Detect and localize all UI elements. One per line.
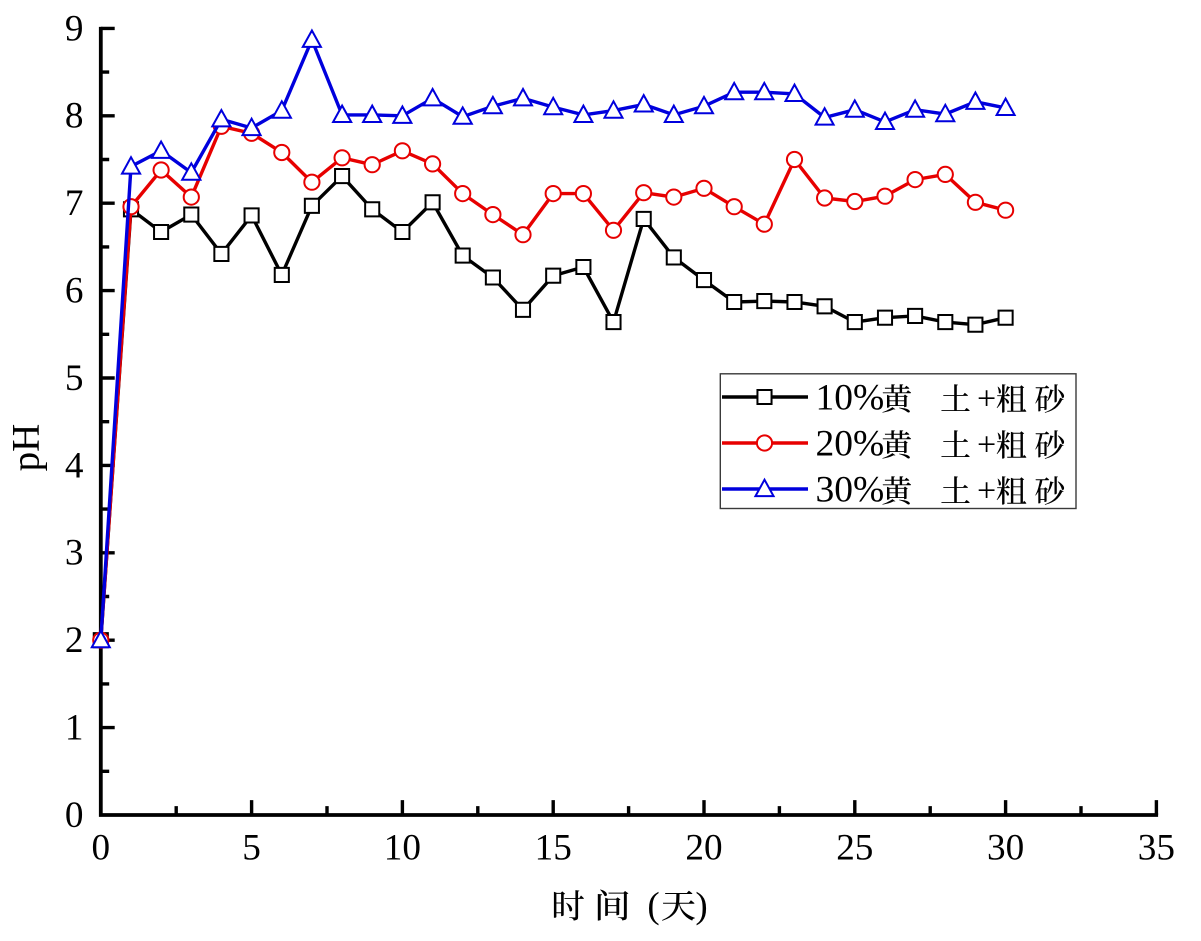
svg-text:1: 1: [65, 708, 84, 749]
svg-text:20: 20: [685, 828, 722, 869]
svg-text:3: 3: [65, 533, 84, 574]
svg-text:8: 8: [65, 96, 84, 137]
svg-text:5: 5: [65, 358, 84, 399]
svg-text:+: +: [977, 473, 996, 510]
svg-text:15: 15: [535, 828, 572, 869]
svg-text:+: +: [977, 381, 996, 418]
svg-text:pH: pH: [5, 424, 48, 472]
svg-text:7: 7: [65, 183, 84, 224]
svg-text:0: 0: [65, 795, 84, 836]
svg-text:0: 0: [92, 828, 111, 869]
svg-text:35: 35: [1138, 828, 1175, 869]
svg-text:): ): [695, 886, 707, 927]
svg-text:30%: 30%: [816, 470, 885, 511]
svg-text:25: 25: [836, 828, 873, 869]
svg-text:10: 10: [384, 828, 421, 869]
svg-text:5: 5: [242, 828, 261, 869]
svg-text:10%: 10%: [816, 378, 885, 419]
svg-text:+: +: [977, 427, 996, 464]
svg-text:30: 30: [987, 828, 1024, 869]
svg-text:20%: 20%: [816, 424, 885, 465]
svg-text:9: 9: [65, 8, 84, 49]
svg-text:(: (: [647, 886, 659, 927]
svg-text:6: 6: [65, 271, 84, 312]
svg-text:2: 2: [65, 620, 84, 661]
svg-text:4: 4: [65, 445, 84, 486]
